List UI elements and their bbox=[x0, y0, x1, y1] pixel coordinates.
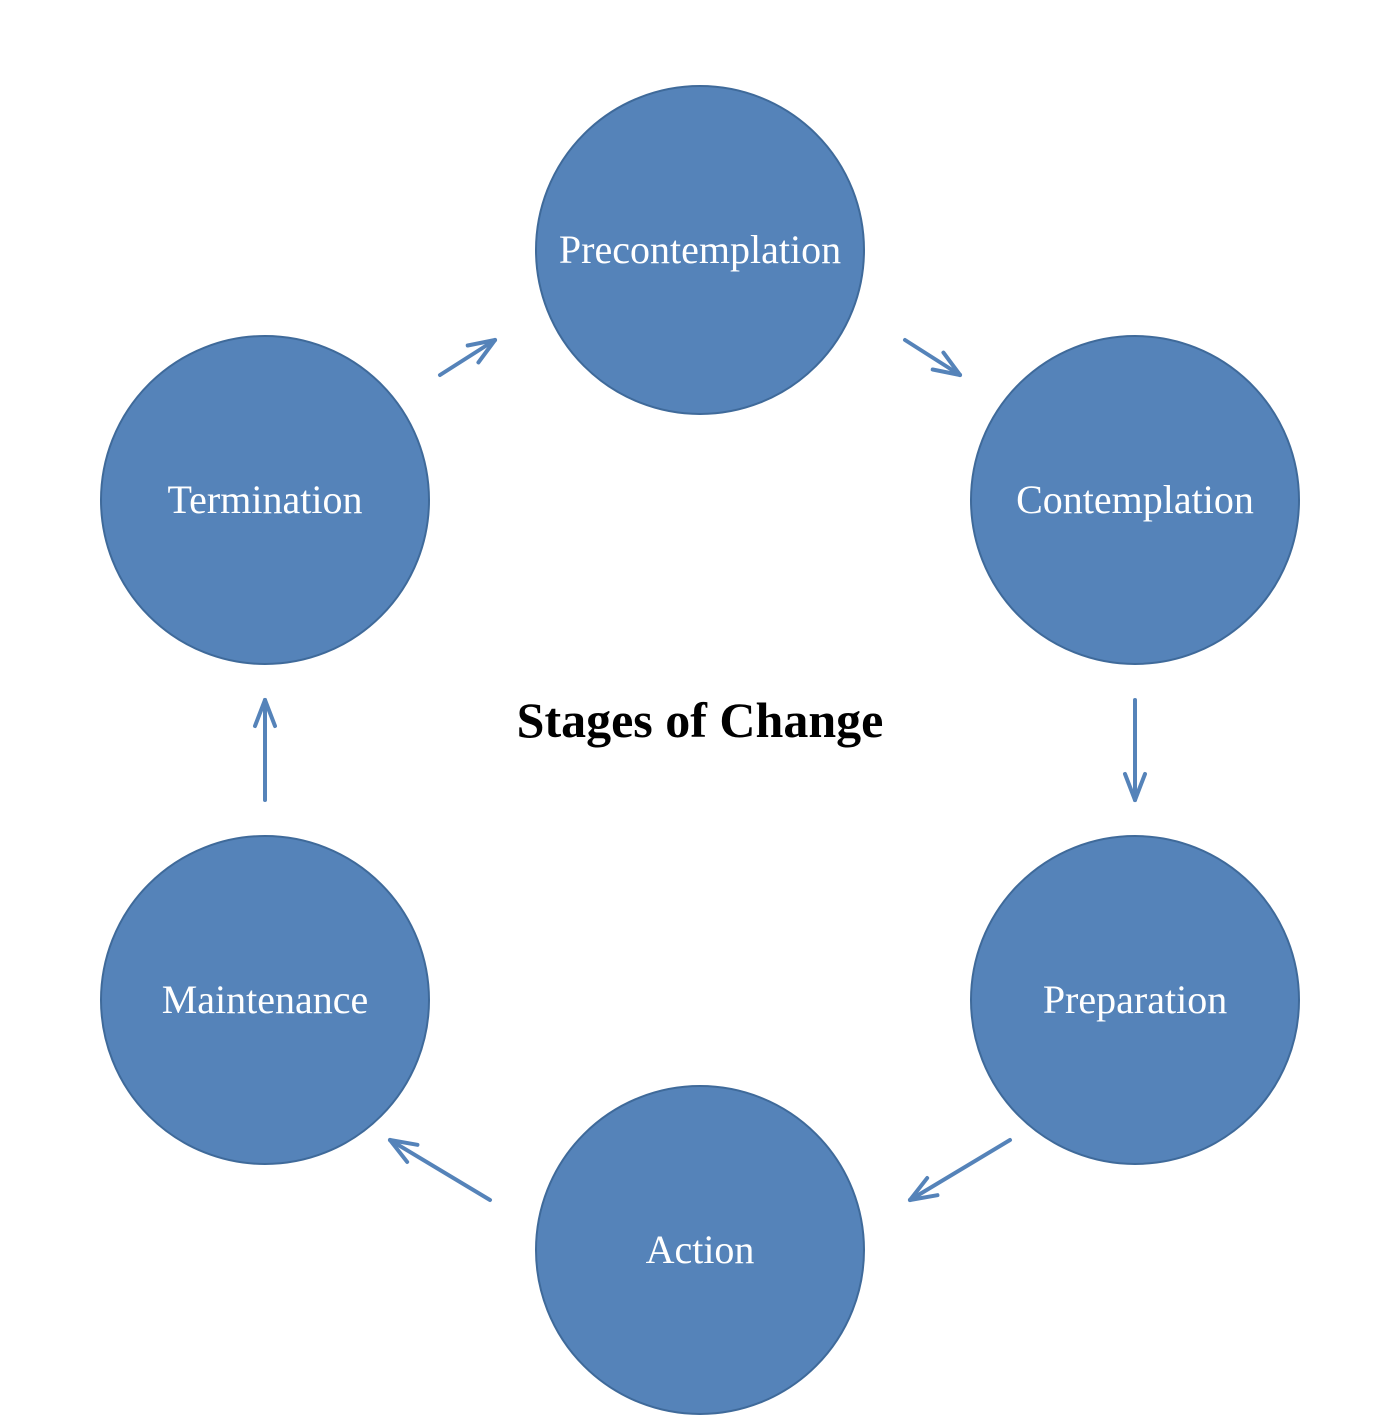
node-contemplation: Contemplation bbox=[970, 335, 1300, 665]
diagram-stage: Stages of Change Precontemplation Contem… bbox=[0, 0, 1400, 1400]
node-label: Termination bbox=[158, 478, 373, 522]
center-title: Stages of Change bbox=[517, 691, 884, 749]
node-action: Action bbox=[535, 1085, 865, 1415]
node-maintenance: Maintenance bbox=[100, 835, 430, 1165]
node-precontemplation: Precontemplation bbox=[535, 85, 865, 415]
node-label: Contemplation bbox=[1006, 478, 1264, 522]
node-termination: Termination bbox=[100, 335, 430, 665]
node-label: Action bbox=[636, 1228, 765, 1272]
node-label: Maintenance bbox=[152, 978, 379, 1022]
node-label: Preparation bbox=[1033, 978, 1237, 1022]
node-preparation: Preparation bbox=[970, 835, 1300, 1165]
node-label: Precontemplation bbox=[549, 228, 851, 272]
